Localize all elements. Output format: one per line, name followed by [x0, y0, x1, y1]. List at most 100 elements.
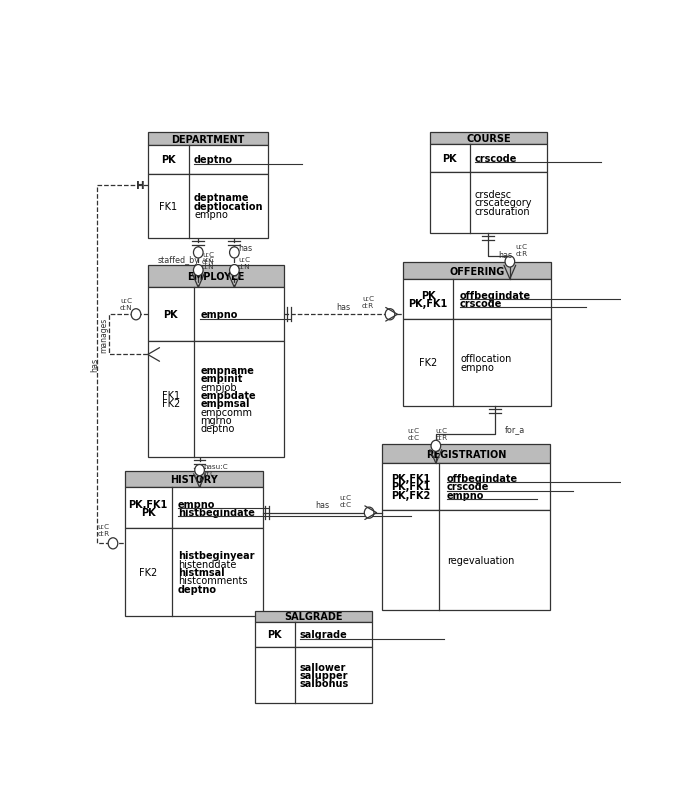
Text: HISTORY: HISTORY — [170, 475, 217, 484]
Text: empno: empno — [460, 362, 494, 372]
Bar — [430, 145, 547, 172]
Text: FK1: FK1 — [159, 201, 177, 212]
Text: PK: PK — [421, 290, 435, 300]
Text: deptno: deptno — [200, 423, 235, 434]
Text: d:C: d:C — [204, 471, 216, 476]
Text: empmsal: empmsal — [200, 399, 250, 409]
Text: staffed_by: staffed_by — [158, 256, 200, 265]
Text: offlocation: offlocation — [460, 354, 511, 364]
Circle shape — [108, 538, 118, 549]
Text: u:C
d:C: u:C d:C — [407, 427, 420, 440]
Text: empbdate: empbdate — [200, 391, 256, 400]
Text: empcomm: empcomm — [200, 407, 253, 417]
Text: empno: empno — [447, 490, 484, 500]
Text: u:C
d:R: u:C d:R — [435, 427, 447, 440]
Bar — [430, 133, 547, 145]
Text: for_a: for_a — [504, 424, 525, 433]
Bar — [125, 529, 263, 616]
Text: crsdesc: crsdesc — [475, 190, 512, 200]
Text: histbegindate: histbegindate — [178, 508, 255, 517]
Text: u:C
d:N: u:C d:N — [202, 257, 215, 269]
Circle shape — [131, 310, 141, 321]
Bar — [430, 172, 547, 233]
Text: SALGRADE: SALGRADE — [284, 612, 343, 622]
Text: FK2: FK2 — [419, 358, 437, 368]
Text: histenddate: histenddate — [178, 559, 236, 569]
Text: deptname: deptname — [194, 193, 250, 203]
Text: FK1: FK1 — [162, 391, 180, 400]
Text: crscode: crscode — [475, 154, 518, 164]
Bar — [403, 263, 551, 279]
Text: salbonus: salbonus — [300, 678, 349, 688]
Text: offbegindate: offbegindate — [447, 473, 518, 484]
Bar — [125, 471, 263, 488]
Text: histcomments: histcomments — [178, 576, 248, 585]
Text: salupper: salupper — [300, 670, 348, 680]
Bar — [403, 279, 551, 319]
Circle shape — [385, 310, 395, 321]
Text: PK: PK — [161, 155, 175, 165]
Text: has: has — [90, 358, 99, 372]
Text: crscode: crscode — [460, 298, 502, 309]
Circle shape — [195, 465, 204, 476]
Text: u:C
d:N: u:C d:N — [202, 252, 215, 265]
Bar — [148, 342, 284, 457]
Text: crscategory: crscategory — [475, 198, 533, 208]
Text: PK: PK — [164, 310, 178, 320]
Text: FK2: FK2 — [139, 567, 157, 577]
Bar — [148, 266, 284, 288]
Circle shape — [431, 441, 441, 452]
Bar — [382, 510, 551, 610]
Text: REGISTRATION: REGISTRATION — [426, 449, 506, 459]
Text: deptno: deptno — [194, 155, 233, 165]
Text: sallower: sallower — [300, 662, 346, 671]
Bar — [255, 611, 373, 622]
Bar — [403, 319, 551, 407]
Text: hasu:C: hasu:C — [204, 463, 228, 469]
Circle shape — [193, 248, 203, 259]
Text: H: H — [136, 180, 144, 191]
Text: PK: PK — [268, 630, 282, 639]
Text: empno: empno — [194, 210, 228, 220]
Text: crsduration: crsduration — [475, 206, 531, 217]
Text: empjob: empjob — [200, 382, 237, 392]
Text: has: has — [315, 500, 329, 509]
Text: PK: PK — [442, 154, 457, 164]
Text: PK,FK1: PK,FK1 — [128, 499, 168, 509]
Text: u:C
d:N: u:C d:N — [120, 298, 132, 310]
Bar — [148, 175, 268, 238]
Circle shape — [193, 265, 203, 277]
Bar — [148, 133, 268, 145]
Bar — [148, 288, 284, 342]
Text: EMPLOYEE: EMPLOYEE — [187, 272, 245, 282]
Text: COURSE: COURSE — [466, 134, 511, 144]
Text: deptno: deptno — [178, 584, 217, 594]
Text: PK,FK2: PK,FK2 — [391, 490, 431, 500]
Text: deptlocation: deptlocation — [194, 201, 264, 212]
Text: empno: empno — [200, 310, 237, 320]
Text: empno: empno — [178, 499, 215, 509]
Bar — [382, 444, 551, 464]
Circle shape — [505, 257, 515, 268]
Text: FK2: FK2 — [161, 399, 180, 409]
Text: empinit: empinit — [200, 374, 243, 383]
Text: salgrade: salgrade — [300, 630, 348, 639]
Text: has: has — [337, 302, 351, 311]
Text: has: has — [498, 250, 512, 259]
Text: manages: manages — [99, 318, 108, 353]
Text: PK,FK1: PK,FK1 — [391, 482, 431, 492]
Text: u:C
d:R: u:C d:R — [515, 243, 527, 257]
Circle shape — [230, 248, 239, 259]
Bar — [382, 464, 551, 510]
Text: OFFERING: OFFERING — [449, 266, 505, 276]
Text: DEPARTMENT: DEPARTMENT — [171, 135, 244, 144]
Circle shape — [364, 508, 374, 519]
Text: crscode: crscode — [447, 482, 489, 492]
Bar — [255, 622, 373, 647]
Text: mgrno: mgrno — [200, 415, 232, 425]
Text: u:C
d:C: u:C d:C — [339, 494, 352, 507]
Bar — [255, 647, 373, 703]
Text: offbegindate: offbegindate — [460, 290, 531, 300]
Text: regevaluation: regevaluation — [447, 555, 514, 565]
Text: u:C
d:R: u:C d:R — [362, 296, 374, 309]
